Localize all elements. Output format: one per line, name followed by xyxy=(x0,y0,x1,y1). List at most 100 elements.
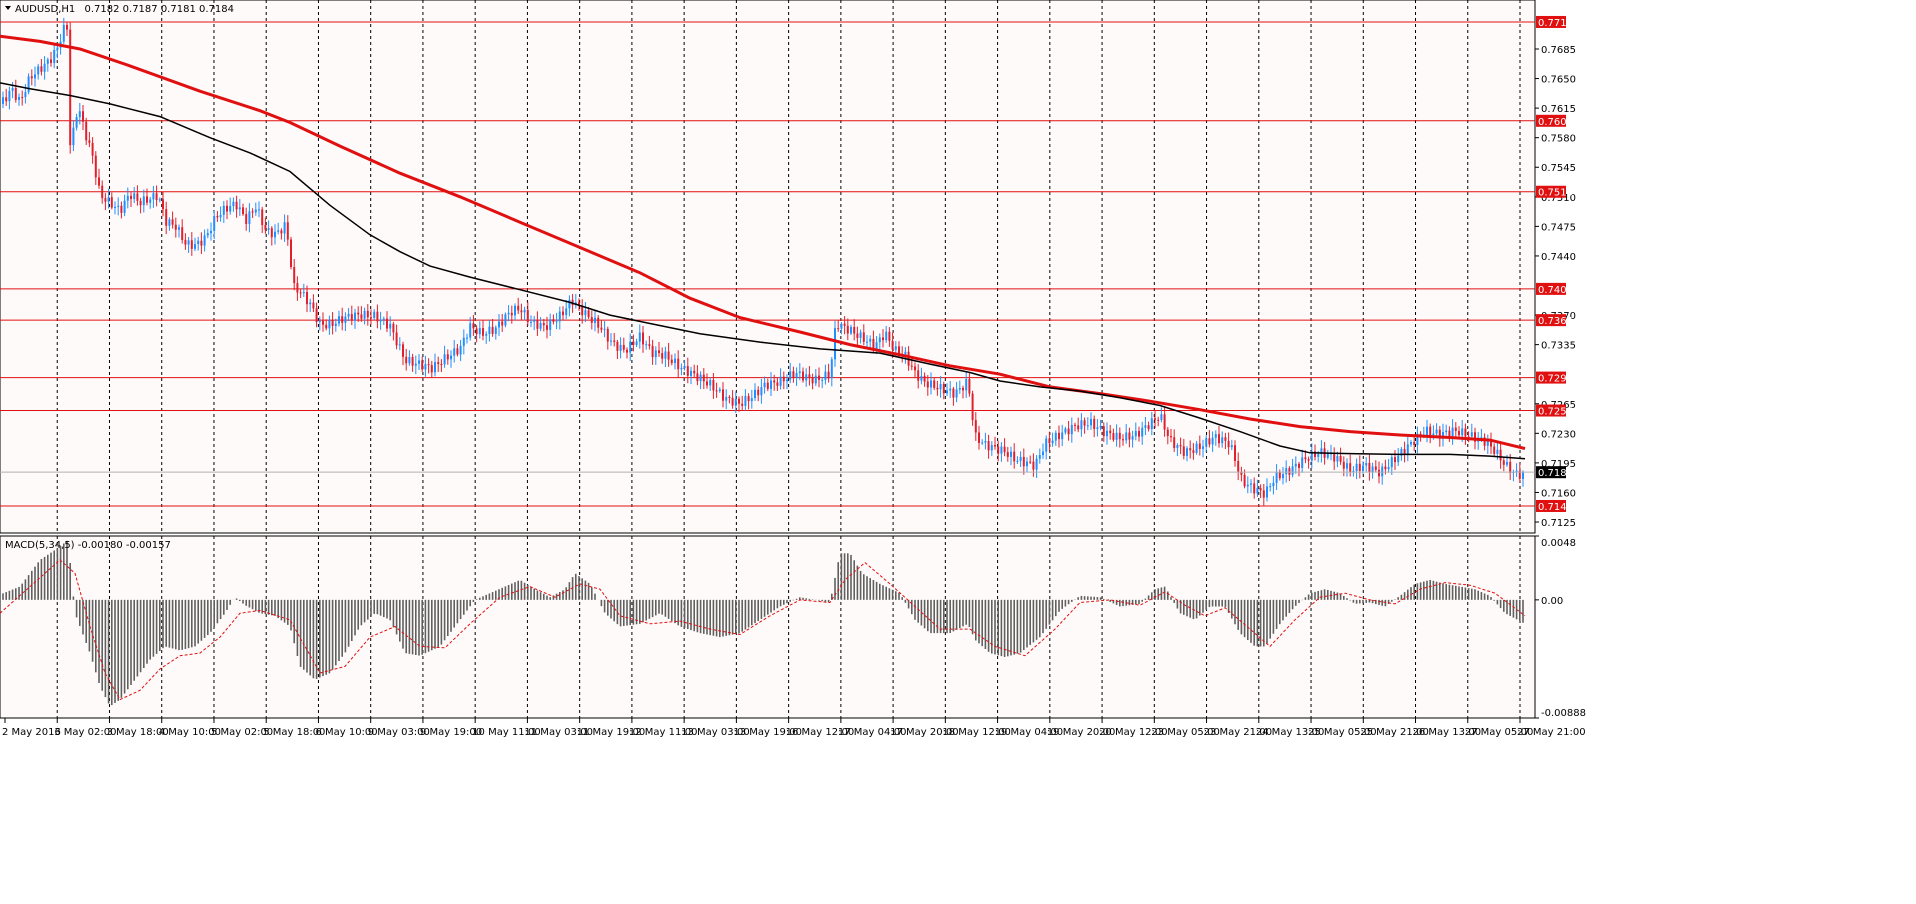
candle-body xyxy=(690,370,692,376)
candle-body xyxy=(987,441,990,451)
candle-body xyxy=(1333,453,1336,462)
candle-body xyxy=(1074,424,1076,426)
candle-body xyxy=(549,319,552,330)
candle-body xyxy=(626,349,628,353)
candle-body xyxy=(510,312,513,316)
candle-body xyxy=(1147,425,1150,430)
candle-body xyxy=(1371,466,1374,473)
candle-body xyxy=(1445,430,1448,433)
candle-body xyxy=(443,354,446,365)
x-tick-label: 23 May 05:00 xyxy=(1151,727,1220,738)
candle-body xyxy=(126,195,129,201)
candle-body xyxy=(216,216,219,218)
current-price-label: 0.7184 xyxy=(1538,468,1573,479)
candle-body xyxy=(1051,440,1054,444)
candle-body xyxy=(581,305,584,316)
candle-body xyxy=(75,117,78,128)
level-price-tag xyxy=(1536,404,1566,417)
x-tick-label: 25 May 21:00 xyxy=(1360,727,1429,738)
candle-body xyxy=(843,323,846,326)
symbol-menu-icon[interactable] xyxy=(5,6,11,10)
level-price-label: 0.7296 xyxy=(1538,374,1573,385)
candle-body xyxy=(811,377,814,384)
x-tick-label: 19 May 20:00 xyxy=(1047,727,1116,738)
candle-body xyxy=(706,381,708,386)
candle-body xyxy=(338,316,340,324)
candle-body xyxy=(1378,469,1380,477)
candle-body xyxy=(8,90,11,102)
candle-body xyxy=(277,230,280,232)
ma-fast-line xyxy=(0,82,1526,460)
candle-body xyxy=(558,311,561,322)
candle-body xyxy=(1029,461,1032,463)
candle-body xyxy=(978,432,980,443)
candle-body xyxy=(600,327,603,330)
candle-body xyxy=(1509,461,1512,474)
candle-body xyxy=(91,142,94,156)
candle-body xyxy=(638,332,641,342)
candle-body xyxy=(1141,427,1144,437)
candle-body xyxy=(1182,446,1185,456)
candle-body xyxy=(450,355,452,360)
candle-body xyxy=(555,321,558,323)
candle-body xyxy=(258,209,260,211)
candle-body xyxy=(1442,432,1444,439)
candle-body xyxy=(1080,420,1083,430)
x-tick-label: 24 May 13:00 xyxy=(1256,727,1325,738)
candle-body xyxy=(254,209,257,213)
candle-body xyxy=(1390,457,1393,468)
candle-body xyxy=(360,314,363,319)
candle-body xyxy=(1064,428,1067,433)
candle-body xyxy=(472,323,475,329)
candle-body xyxy=(1288,468,1291,475)
candle-body xyxy=(53,50,56,64)
candle-body xyxy=(619,344,622,351)
candle-body xyxy=(917,370,920,381)
candle-body xyxy=(430,365,433,373)
candle-body xyxy=(923,376,926,382)
candle-body xyxy=(779,376,782,386)
candle-body xyxy=(757,389,760,396)
candle-body xyxy=(1342,461,1345,469)
candle-body xyxy=(699,374,702,382)
candle-body xyxy=(1285,468,1288,475)
candle-body xyxy=(766,382,769,389)
candle-body xyxy=(1061,432,1064,440)
candle-body xyxy=(424,364,427,370)
candle-body xyxy=(773,380,776,383)
x-tick-label: 19 May 04:00 xyxy=(995,727,1064,738)
candle-body xyxy=(693,370,696,374)
candle-body xyxy=(530,321,532,323)
candle-body xyxy=(520,310,523,313)
candle-body xyxy=(1192,450,1195,453)
candle-body xyxy=(306,291,308,305)
x-tick-label: 17 May 20:00 xyxy=(890,727,959,738)
candle-body xyxy=(1429,426,1432,435)
candle-body xyxy=(302,291,305,294)
candle-body xyxy=(565,308,568,316)
candle-body xyxy=(200,240,203,246)
candle-body xyxy=(50,59,52,64)
candle-body xyxy=(955,389,958,398)
candle-body xyxy=(1435,429,1438,434)
level-price-tag xyxy=(1536,499,1566,512)
candle-body xyxy=(760,387,763,396)
candle-body xyxy=(1090,418,1092,426)
candle-body xyxy=(1278,472,1281,479)
x-tick-label: 11 May 03:00 xyxy=(524,727,593,738)
candle-body xyxy=(181,227,184,240)
candle-body xyxy=(1102,426,1105,437)
candle-body xyxy=(341,316,344,323)
candle-body xyxy=(770,380,772,389)
candle-body xyxy=(936,387,939,390)
y-tick-label: 0.7650 xyxy=(1541,75,1576,86)
candle-body xyxy=(1272,482,1275,487)
candle-body xyxy=(184,239,187,245)
candle-body xyxy=(1365,462,1368,466)
candle-body xyxy=(1128,432,1131,440)
macd-signal-line xyxy=(0,559,1526,701)
candle-body xyxy=(1157,419,1160,421)
x-tick-label: 10 May 11:00 xyxy=(472,727,541,738)
candle-body xyxy=(782,376,785,382)
